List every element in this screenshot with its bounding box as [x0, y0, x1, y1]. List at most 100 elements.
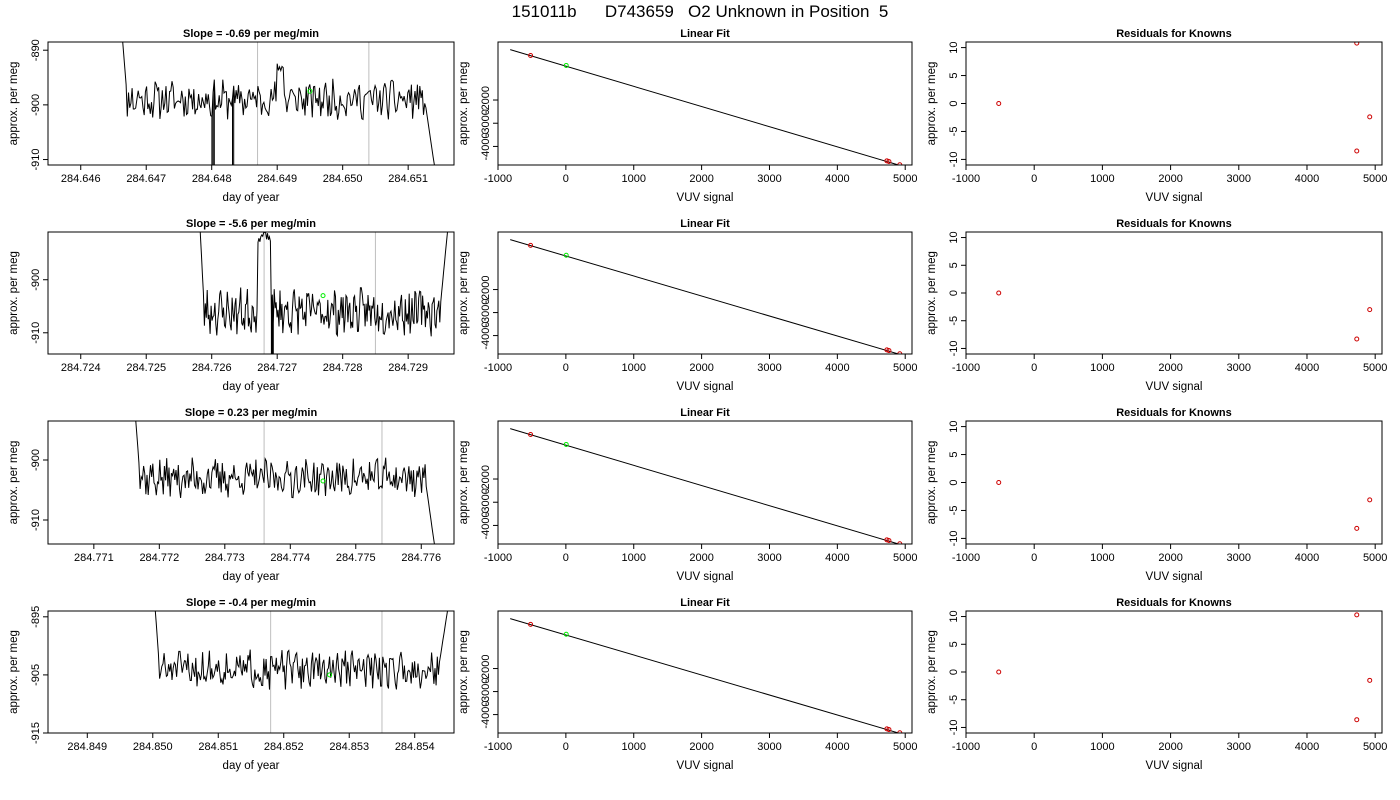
- x-axis-label: VUV signal: [677, 760, 734, 772]
- y-tick-label: -5: [948, 316, 960, 326]
- y-tick-label: -2000: [480, 465, 492, 493]
- x-tick-label: 3000: [1227, 362, 1251, 374]
- x-tick-label: 284.729: [388, 362, 428, 374]
- x-tick-label: 284.772: [139, 552, 179, 564]
- x-tick-label: 284.849: [67, 741, 107, 753]
- x-tick-label: 5000: [893, 173, 917, 185]
- unknown-point: [563, 62, 569, 68]
- x-tick-label: 5000: [1363, 741, 1387, 753]
- fit-line: [510, 239, 899, 354]
- known-point: [528, 431, 534, 437]
- plot-frame: [965, 41, 1383, 166]
- y-axis-label: approx. per meg: [458, 251, 470, 335]
- plot-frame: [497, 420, 913, 545]
- panel-title: Slope = -0.4 per meg/min: [186, 597, 316, 609]
- y-tick-label: -10: [948, 720, 960, 736]
- y-axis-label: approx. per meg: [458, 441, 470, 525]
- x-tick-label: 284.724: [61, 362, 101, 374]
- residual-point: [1367, 114, 1373, 120]
- x-axis-label: VUV signal: [1146, 760, 1203, 772]
- panel-linear-fit-row-4: Linear Fit -1000 0 1000 2000 3000 4000 5000 -200…: [458, 597, 917, 772]
- x-tick-label: 1000: [621, 362, 645, 374]
- panel-residuals-row-2: Residuals for Knowns -1000 0 1000 2000 3000 40…: [926, 218, 1387, 393]
- panel-time-series-row-3: Slope = 0.23 per meg/min 284.771 284.772 28…: [8, 407, 455, 583]
- y-tick-label: -10: [948, 530, 960, 546]
- x-tick-label: 2000: [689, 173, 713, 185]
- x-tick-label: 284.771: [74, 552, 114, 564]
- x-tick-label: -1000: [484, 173, 512, 185]
- x-tick-label: 2000: [689, 552, 713, 564]
- x-tick-label: 5000: [893, 552, 917, 564]
- x-tick-label: 4000: [1295, 362, 1319, 374]
- plot-area: [135, 421, 435, 544]
- x-tick-label: 4000: [825, 741, 849, 753]
- y-tick-label: 10: [948, 41, 960, 53]
- y-tick-label: -900: [30, 269, 42, 291]
- plot-area: [996, 480, 1373, 531]
- residual-point: [1367, 677, 1373, 683]
- y-tick-label: 10: [948, 231, 960, 243]
- residual-point: [1367, 497, 1373, 503]
- plot-frame: [47, 231, 455, 355]
- unknown-point: [563, 631, 569, 637]
- x-tick-label: 0: [1031, 552, 1037, 564]
- x-tick-label: 284.651: [388, 173, 428, 185]
- y-tick-label: -2000: [480, 86, 492, 114]
- y-tick-label: 5: [948, 641, 960, 647]
- y-tick-label: -5: [948, 695, 960, 705]
- x-axis-label: VUV signal: [1146, 381, 1203, 393]
- y-tick-label: 0: [948, 479, 960, 485]
- trace-line: [122, 42, 435, 165]
- y-tick-label: -2000: [480, 275, 492, 303]
- plot-area: [510, 618, 903, 733]
- panel-title: Slope = -5.6 per meg/min: [186, 218, 316, 230]
- unknown-point: [327, 672, 333, 678]
- x-tick-label: 1000: [1090, 552, 1114, 564]
- main-title: 151011b D743659 O2 Unknown in Position 5: [512, 2, 889, 21]
- x-tick-label: 284.773: [205, 552, 245, 564]
- x-tick-label: 2000: [1158, 552, 1182, 564]
- y-tick-label: -10: [948, 341, 960, 357]
- x-tick-label: 284.725: [126, 362, 166, 374]
- x-tick-label: -1000: [952, 362, 980, 374]
- y-axis-label: approx. per meg: [8, 251, 20, 335]
- x-tick-label: 4000: [1295, 173, 1319, 185]
- x-tick-label: 284.854: [395, 741, 435, 753]
- residual-point: [1367, 307, 1373, 313]
- unknown-point: [320, 478, 326, 484]
- x-tick-label: 2000: [1158, 362, 1182, 374]
- x-tick-label: 4000: [825, 173, 849, 185]
- y-tick-label: 10: [948, 610, 960, 622]
- x-tick-label: 2000: [1158, 173, 1182, 185]
- known-point: [528, 621, 534, 627]
- panel-title: Residuals for Knowns: [1116, 28, 1232, 40]
- x-tick-label: 3000: [757, 362, 781, 374]
- panel-title: Linear Fit: [680, 407, 730, 419]
- plot-area: [510, 49, 903, 165]
- panels: Slope = -0.69 per meg/min 284.646 284.647 2…: [8, 28, 1387, 772]
- x-tick-label: 4000: [825, 552, 849, 564]
- x-tick-label: 0: [563, 552, 569, 564]
- plot-area: [510, 428, 903, 544]
- x-tick-label: 3000: [1227, 552, 1251, 564]
- known-point: [886, 348, 892, 354]
- y-tick-label: 5: [948, 262, 960, 268]
- panel-linear-fit-row-1: Linear Fit -1000 0 1000 2000 3000 4000 5000 -200…: [458, 28, 917, 204]
- x-tick-label: 0: [1031, 741, 1037, 753]
- x-tick-label: 5000: [893, 741, 917, 753]
- panel-title: Slope = 0.23 per meg/min: [185, 407, 318, 419]
- x-tick-label: 0: [1031, 173, 1037, 185]
- y-tick-label: -3000: [480, 298, 492, 326]
- residual-point: [1354, 148, 1360, 154]
- y-axis-label: approx. per meg: [926, 62, 938, 146]
- y-tick-label: -905: [30, 664, 42, 686]
- x-tick-label: 1000: [621, 552, 645, 564]
- x-tick-label: 1000: [1090, 362, 1114, 374]
- panel-title: Residuals for Knowns: [1116, 218, 1232, 230]
- plot-area: [996, 290, 1373, 342]
- y-tick-label: -915: [30, 722, 42, 744]
- plot-area: [199, 232, 448, 354]
- y-tick-label: -4000: [480, 511, 492, 539]
- x-tick-label: 284.852: [264, 741, 304, 753]
- x-tick-label: -1000: [484, 362, 512, 374]
